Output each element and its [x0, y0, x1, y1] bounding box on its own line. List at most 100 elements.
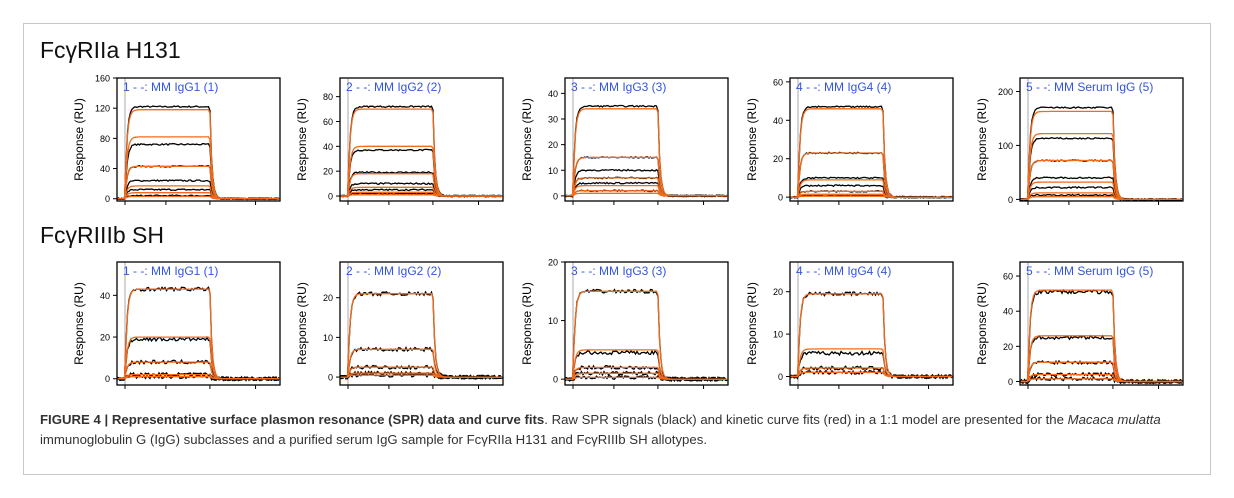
y-axis-label: Response (RU) [520, 98, 534, 181]
fit-curve [340, 145, 502, 197]
y-tick-label: 0 [328, 192, 333, 202]
raw-curve [1019, 334, 1183, 386]
y-tick-label: 0 [778, 372, 783, 382]
fit-curve [1020, 196, 1182, 201]
y-tick-label: 60 [1003, 272, 1013, 282]
raw-curve [1019, 136, 1183, 201]
fit-curve [790, 371, 952, 378]
y-tick-label: 160 [95, 74, 110, 84]
plot-frame [339, 77, 504, 202]
spr-plot-4: 4 - -: MM IgG4 (4) 0 20 40 60 Response (RU) [745, 77, 954, 205]
fit-curve [790, 293, 952, 378]
raw-curve [789, 105, 953, 199]
raw-curve [116, 373, 280, 382]
fit-curve [565, 192, 727, 197]
fit-curve [117, 165, 279, 200]
spr-plot-3: 3 - -: MM IgG3 (3) 0 10 20 30 40 Response (RU) [520, 77, 729, 205]
fit-curve [1020, 132, 1182, 201]
fit-curve [790, 195, 952, 198]
plot-legend: 3 - -: MM IgG3 (3) [571, 80, 666, 94]
y-tick-label: 40 [1003, 307, 1013, 317]
raw-curve [1019, 288, 1183, 385]
plot-frame [116, 261, 281, 386]
caption-text: . Raw SPR signals (black) and kinetic cu… [544, 412, 1068, 427]
plot-legend: 5 - -: MM Serum IgG (5) [1026, 80, 1153, 94]
plot-frame [789, 261, 954, 386]
y-tick-label: 80 [100, 134, 110, 144]
row-label-fcgr2a: FcγRIIa H131 [40, 37, 181, 63]
y-tick-label: 30 [548, 115, 558, 125]
y-tick-label: 40 [323, 142, 333, 152]
plot-legend: 4 - -: MM IgG4 (4) [796, 80, 891, 94]
y-tick-label: 60 [323, 117, 333, 127]
y-tick-label: 20 [548, 258, 558, 268]
plot-legend: 4 - -: MM IgG4 (4) [796, 264, 891, 278]
y-tick-label: 10 [773, 330, 783, 340]
spr-plot-8: 3 - -: MM IgG3 (3) 0 10 20 Response (RU) [520, 258, 729, 389]
fit-curve [1020, 378, 1182, 383]
y-axis-label: Response (RU) [520, 282, 534, 365]
plot-legend: 3 - -: MM IgG3 (3) [571, 264, 666, 278]
spr-plot-5: 5 - -: MM Serum IgG (5) 0 100 200 Response (… [975, 77, 1184, 205]
y-tick-label: 20 [773, 287, 783, 297]
fit-curve [340, 194, 502, 197]
fit-curve [340, 293, 502, 378]
caption-species: Macaca mulatta [1067, 412, 1161, 427]
y-tick-label: 0 [328, 373, 333, 383]
y-axis-label: Response (RU) [745, 98, 759, 181]
spr-plot-10: 5 - -: MM Serum IgG (5) 0 20 40 60 Response (… [975, 261, 1184, 389]
y-tick-label: 10 [548, 316, 558, 326]
y-tick-label: 40 [773, 116, 783, 126]
spr-plot-1: 1 - -: MM IgG1 (1) 0 40 80 120 160 Response (R… [72, 74, 281, 205]
y-axis-label: Response (RU) [745, 282, 759, 365]
raw-curve [1019, 106, 1183, 201]
y-tick-label: 100 [998, 141, 1013, 151]
raw-curve [116, 164, 280, 201]
fit-curve [1020, 159, 1182, 201]
raw-curve [116, 142, 280, 201]
plot-legend: 1 - -: MM IgG1 (1) [123, 80, 218, 94]
fit-curve [117, 336, 279, 380]
y-tick-label: 20 [323, 293, 333, 303]
raw-curve [117, 286, 279, 382]
plot-frame [564, 77, 729, 202]
y-tick-label: 20 [323, 167, 333, 177]
plot-frame [339, 261, 504, 386]
y-tick-label: 0 [1008, 195, 1013, 205]
plot-frame [1019, 77, 1184, 202]
fit-curve [565, 376, 727, 380]
fit-curve [117, 376, 279, 380]
figure-caption: FIGURE 4 | Representative surface plasmo… [40, 410, 1200, 450]
caption-title: FIGURE 4 | Representative surface plasmo… [40, 412, 545, 427]
raw-curve [1019, 159, 1183, 201]
plot-frame [789, 77, 954, 202]
plot-legend: 2 - -: MM IgG2 (2) [346, 80, 441, 94]
raw-curve [564, 181, 728, 198]
spr-plot-6: 1 - -: MM IgG1 (1) 0 20 40 Response (RU) [72, 261, 281, 389]
raw-curve [339, 290, 503, 381]
y-tick-label: 60 [773, 77, 783, 87]
spr-plot-9: 4 - -: MM IgG4 (4) 0 10 20 Response (RU) [745, 261, 954, 389]
caption-text-2: immunoglobulin G (IgG) subclasses and a … [40, 432, 707, 447]
raw-curve [789, 350, 953, 380]
y-tick-label: 0 [1008, 377, 1013, 387]
spr-plot-2: 2 - -: MM IgG2 (2) 0 20 40 60 80 Response (RU) [295, 77, 504, 205]
y-tick-label: 200 [998, 87, 1013, 97]
y-tick-label: 20 [100, 333, 110, 343]
y-tick-label: 0 [105, 194, 110, 204]
y-tick-label: 0 [553, 375, 558, 385]
plot-frame [116, 77, 281, 202]
y-axis-label: Response (RU) [72, 282, 86, 365]
y-axis-label: Response (RU) [975, 282, 989, 365]
y-tick-label: 40 [100, 164, 110, 174]
y-tick-label: 0 [553, 191, 558, 201]
y-tick-label: 80 [323, 92, 333, 102]
plot-legend: 5 - -: MM Serum IgG (5) [1026, 264, 1153, 278]
plot-legend: 2 - -: MM IgG2 (2) [346, 264, 441, 278]
y-tick-label: 20 [1003, 342, 1013, 352]
plot-frame [564, 261, 729, 386]
y-tick-label: 10 [548, 166, 558, 176]
fit-curve [117, 195, 279, 200]
raw-curve [564, 374, 728, 383]
row-label-fcgr3b: FcγRIIIb SH [40, 222, 164, 248]
